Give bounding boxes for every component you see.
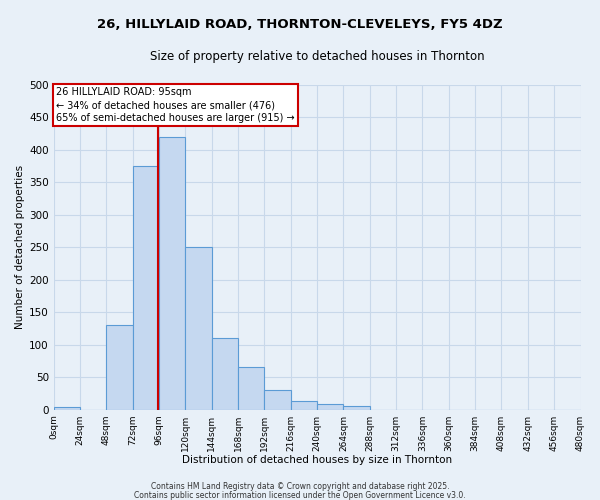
Text: Contains HM Land Registry data © Crown copyright and database right 2025.: Contains HM Land Registry data © Crown c…	[151, 482, 449, 491]
Bar	[265, 390, 291, 409]
Bar	[212, 338, 238, 409]
Bar	[317, 404, 343, 409]
Bar	[291, 400, 317, 409]
Bar	[185, 248, 212, 410]
Text: Contains public sector information licensed under the Open Government Licence v3: Contains public sector information licen…	[134, 490, 466, 500]
Bar	[238, 368, 265, 410]
Bar	[106, 325, 133, 409]
Text: 26 HILLYLAID ROAD: 95sqm
← 34% of detached houses are smaller (476)
65% of semi-: 26 HILLYLAID ROAD: 95sqm ← 34% of detach…	[56, 87, 295, 124]
Bar	[133, 166, 159, 410]
X-axis label: Distribution of detached houses by size in Thornton: Distribution of detached houses by size …	[182, 455, 452, 465]
Text: 26, HILLYLAID ROAD, THORNTON-CLEVELEYS, FY5 4DZ: 26, HILLYLAID ROAD, THORNTON-CLEVELEYS, …	[97, 18, 503, 30]
Bar	[343, 406, 370, 410]
Bar	[159, 137, 185, 409]
Y-axis label: Number of detached properties: Number of detached properties	[15, 165, 25, 330]
Title: Size of property relative to detached houses in Thornton: Size of property relative to detached ho…	[150, 50, 484, 63]
Bar	[54, 407, 80, 410]
